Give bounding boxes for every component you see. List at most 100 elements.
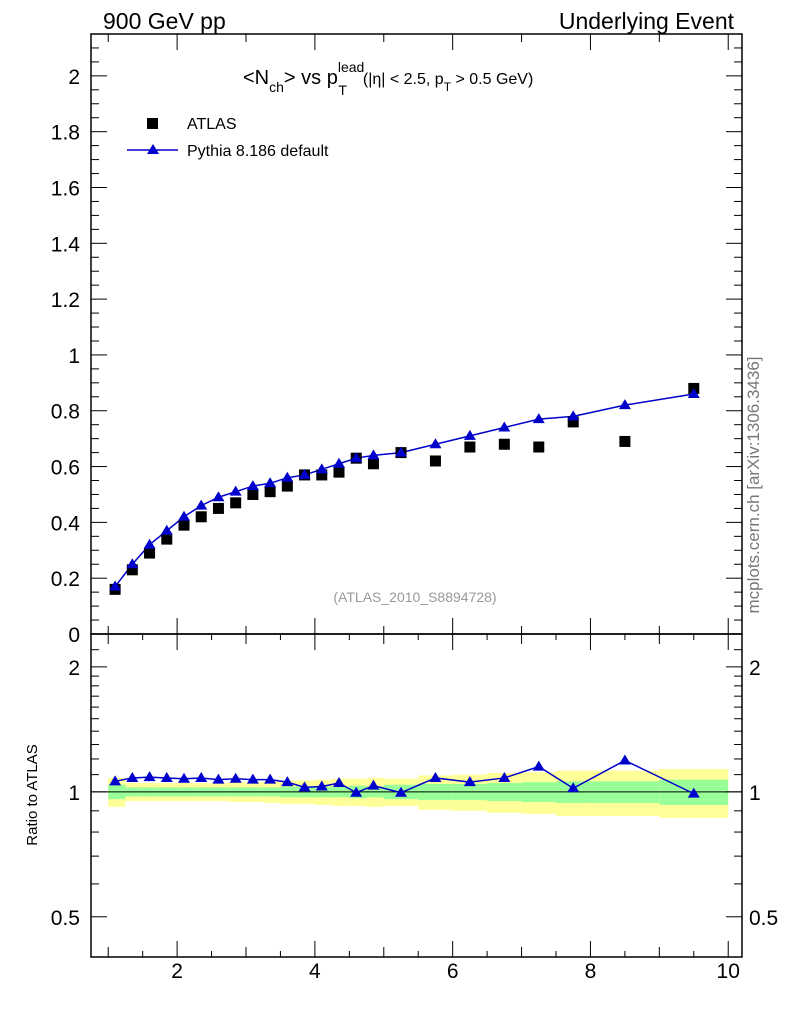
main-axes: 0 0.2 0.4 0.6 0.8 1 1.2 1.4 1.6 1.8 2	[51, 34, 742, 647]
atlas-point	[126, 564, 138, 576]
ratio-pythia-point	[126, 771, 139, 782]
ratio-pythia-point	[463, 776, 476, 787]
atlas-point	[567, 416, 579, 428]
pythia-point	[195, 499, 208, 510]
y-tick-label: 0.2	[51, 568, 80, 591]
ratio-pythia-point	[143, 771, 156, 782]
ratio-y-tick-label-right: 1	[749, 782, 761, 805]
legend-atlas-marker	[147, 118, 158, 129]
pythia-point	[160, 524, 173, 535]
main-series	[109, 382, 700, 595]
ratio-pythia-point	[367, 779, 380, 790]
ratio-y-tick-label-right: 0.5	[749, 907, 778, 930]
ratio-pythia-point	[315, 780, 328, 791]
ratio-pythia-point	[264, 773, 277, 784]
y-tick-label: 1.8	[51, 122, 80, 145]
atlas-point	[533, 441, 545, 453]
atlas-point	[464, 441, 476, 453]
pythia-point	[532, 413, 545, 424]
x-tick-label: 2	[171, 960, 183, 983]
atlas-point	[195, 511, 207, 523]
pythia-point	[229, 485, 242, 496]
pythia-line	[114, 393, 694, 588]
ratio-pythia-point	[109, 775, 122, 786]
ratio-pythia-point	[532, 760, 545, 771]
pythia-point	[281, 471, 294, 482]
pythia-point	[246, 480, 259, 491]
y-tick-label: 0.4	[51, 512, 81, 535]
pythia-point	[463, 429, 476, 440]
pythia-point	[212, 491, 225, 502]
ratio-pythia-point	[178, 772, 190, 783]
atlas-point	[178, 519, 190, 531]
ratio-pythia-point	[333, 777, 345, 788]
legend-pythia-label: Pythia 8.186 default	[187, 143, 329, 160]
ratio-pythia-point	[246, 773, 259, 784]
ratio-pythia-point	[498, 771, 511, 782]
atlas-point	[144, 547, 156, 559]
ratio-ylabel: Ratio to ATLAS	[24, 744, 41, 845]
y-tick-label: 1	[68, 345, 80, 368]
pythia-point	[109, 580, 122, 591]
pythia-point	[429, 438, 442, 449]
ratio-pythia-point	[281, 776, 294, 787]
pythia-point	[567, 410, 580, 421]
atlas-point	[498, 438, 510, 450]
pythia-point	[315, 463, 328, 474]
y-tick-label: 0.6	[51, 457, 80, 480]
ratio-y-tick-label: 1	[68, 782, 80, 805]
pythia-point	[395, 446, 407, 457]
pythia-point	[143, 538, 156, 549]
pythia-point	[264, 477, 277, 488]
atlas-point	[230, 497, 242, 509]
y-tick-label: 2	[68, 66, 80, 89]
y-tick-label: 1.2	[51, 289, 80, 312]
ratio-pythia-point	[195, 771, 208, 782]
ratio-pythia-point	[212, 773, 225, 784]
legend-pythia-marker	[147, 144, 159, 154]
ratio-pythia-point	[567, 782, 580, 793]
ratio-y-tick-label-right: 2	[749, 657, 761, 680]
y-tick-label: 1.4	[51, 233, 81, 256]
x-tick-label: 10	[717, 960, 740, 983]
pythia-point	[333, 457, 345, 468]
ratio-pythia-point	[160, 771, 173, 782]
plot-title: <Nch> vs plead T(|η| < 2.5, pT > 0.5 GeV)	[243, 59, 533, 98]
legend: ATLAS Pythia 8.186 default	[127, 116, 329, 160]
y-tick-label: 1.6	[51, 177, 80, 200]
atlas-point	[281, 480, 293, 492]
atlas-point	[264, 486, 276, 498]
pythia-point	[350, 452, 363, 463]
ratio-pythia-point	[618, 754, 631, 765]
y-tick-label: 0.8	[51, 401, 80, 424]
atlas-point	[619, 435, 631, 447]
atlas-point	[316, 469, 328, 481]
pythia-point	[687, 388, 700, 398]
analysis-watermark: (ATLAS_2010_S8894728)	[333, 589, 497, 605]
atlas-point	[333, 466, 345, 478]
pythia-point	[298, 468, 311, 479]
y-tick-label: 0	[68, 624, 80, 647]
pythia-point	[178, 510, 190, 521]
pythia-point	[126, 558, 139, 569]
ratio-pythia-point	[350, 786, 363, 797]
header-left: 900 GeV pp	[103, 8, 226, 34]
atlas-point	[429, 455, 441, 467]
ratio-pythia-point	[429, 771, 442, 782]
ratio-pythia-point	[395, 786, 407, 797]
x-tick-label: 8	[585, 960, 597, 983]
ratio-pythia-point	[229, 772, 242, 783]
atlas-point	[161, 533, 173, 545]
ratio-frame	[90, 633, 743, 958]
ratio-axes: 0.5 0.5 1 1 2 2 2 4 6 8 10	[51, 634, 778, 983]
legend-atlas-label: ATLAS	[187, 116, 237, 133]
ratio-series	[109, 754, 700, 798]
atlas-point	[367, 458, 379, 470]
ratio-pythia-point	[298, 781, 311, 792]
ratio-pythia-point	[687, 787, 700, 798]
ratio-y-tick-label: 0.5	[51, 907, 80, 930]
atlas-point	[247, 488, 259, 500]
atlas-point	[212, 502, 224, 514]
x-tick-label: 4	[309, 960, 321, 983]
